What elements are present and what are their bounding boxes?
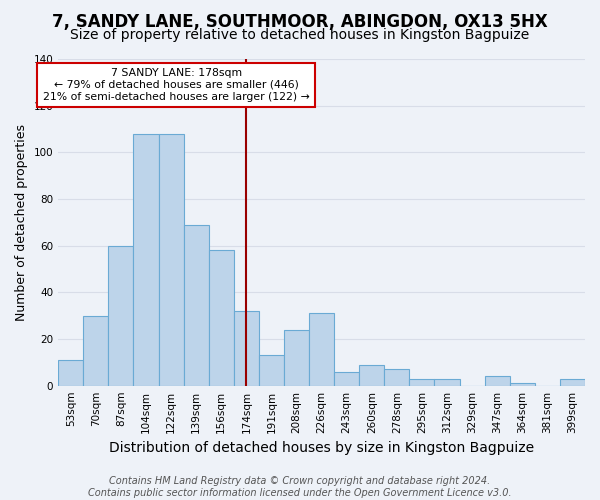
Y-axis label: Number of detached properties: Number of detached properties xyxy=(15,124,28,321)
Text: 7, SANDY LANE, SOUTHMOOR, ABINGDON, OX13 5HX: 7, SANDY LANE, SOUTHMOOR, ABINGDON, OX13… xyxy=(52,12,548,30)
Bar xyxy=(284,330,309,386)
Bar xyxy=(334,372,359,386)
Bar xyxy=(109,246,133,386)
Bar xyxy=(83,316,109,386)
Bar xyxy=(234,311,259,386)
Bar xyxy=(133,134,158,386)
Bar xyxy=(184,224,209,386)
Bar xyxy=(485,376,510,386)
Bar xyxy=(359,364,385,386)
Bar xyxy=(158,134,184,386)
Bar xyxy=(58,360,83,386)
Bar xyxy=(385,370,409,386)
Bar xyxy=(510,384,535,386)
Text: Size of property relative to detached houses in Kingston Bagpuize: Size of property relative to detached ho… xyxy=(70,28,530,42)
Bar xyxy=(409,378,434,386)
X-axis label: Distribution of detached houses by size in Kingston Bagpuize: Distribution of detached houses by size … xyxy=(109,441,534,455)
Bar xyxy=(209,250,234,386)
Bar xyxy=(309,314,334,386)
Text: Contains HM Land Registry data © Crown copyright and database right 2024.
Contai: Contains HM Land Registry data © Crown c… xyxy=(88,476,512,498)
Text: 7 SANDY LANE: 178sqm
← 79% of detached houses are smaller (446)
21% of semi-deta: 7 SANDY LANE: 178sqm ← 79% of detached h… xyxy=(43,68,310,102)
Bar xyxy=(560,378,585,386)
Bar xyxy=(259,356,284,386)
Bar xyxy=(434,378,460,386)
